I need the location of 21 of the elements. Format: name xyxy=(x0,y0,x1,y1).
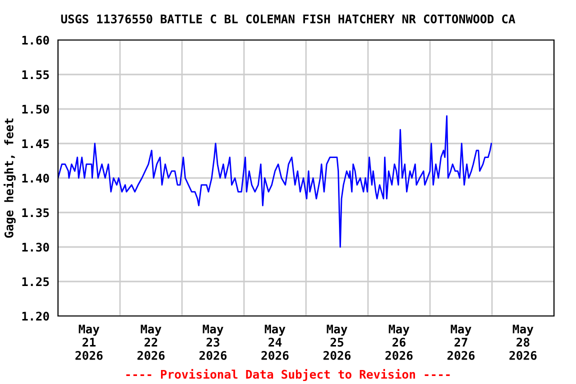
y-tick-label: 1.40 xyxy=(22,174,49,183)
y-axis-title: Gage height, feet xyxy=(4,118,16,238)
x-tick-label: May 28 2026 xyxy=(509,324,537,360)
x-tick-label: May 21 2026 xyxy=(75,324,103,360)
chart-title: USGS 11376550 BATTLE C BL COLEMAN FISH HATCHERY NR COTTONWOOD CA xyxy=(61,14,516,24)
y-tick-label: 1.60 xyxy=(22,36,49,45)
y-tick-label: 1.50 xyxy=(22,104,49,114)
x-tick-label: May 25 2026 xyxy=(323,324,351,360)
y-tick-label: 1.45 xyxy=(22,139,49,148)
x-tick-label: May 24 2026 xyxy=(261,324,289,360)
x-tick-label: May 23 2026 xyxy=(199,324,227,360)
y-tick-label: 1.30 xyxy=(22,242,49,252)
y-tick-label: 1.25 xyxy=(22,277,49,286)
y-tick-label: 1.35 xyxy=(22,208,49,218)
x-tick-label: May 26 2026 xyxy=(385,324,413,360)
text: ---- Provisional Data Subject to Revision ---- xyxy=(126,368,450,382)
line-series xyxy=(58,115,492,248)
y-tick-label: 1.55 xyxy=(22,70,49,80)
y-tick-label: 1.20 xyxy=(22,312,49,321)
x-tick-label: May 22 2026 xyxy=(137,324,165,360)
x-tick-label: May 27 2026 xyxy=(447,324,475,360)
